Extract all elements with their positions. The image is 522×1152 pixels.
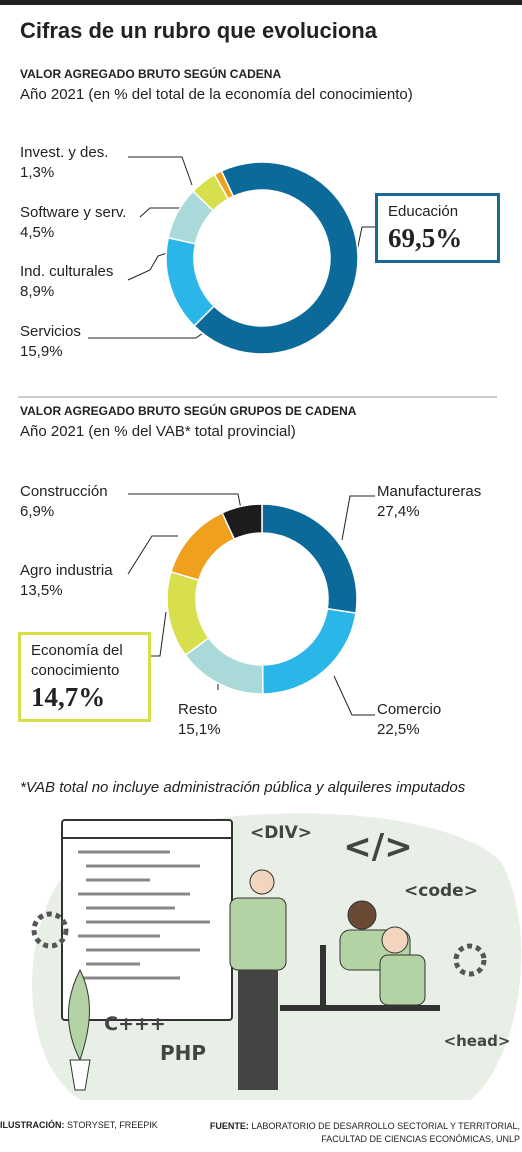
- illustration-text: <DIV>: [250, 823, 312, 843]
- leader: [88, 327, 211, 339]
- illustration-text: C+++: [104, 1013, 166, 1035]
- segment-label: Invest. y des. 1,3%: [20, 143, 108, 183]
- value-label: 15,1%: [178, 721, 221, 738]
- value-label: 6,9%: [20, 503, 55, 520]
- category-label: Economía del conocimiento: [31, 642, 123, 679]
- leader: [151, 611, 167, 657]
- illustration-text: <code>: [404, 881, 478, 901]
- segment-label: Educación 69,5%: [375, 193, 500, 263]
- segment-label: Construcción 6,9%: [20, 482, 108, 522]
- gear: [453, 943, 487, 977]
- footnote: *VAB total no incluye administración púb…: [20, 779, 466, 796]
- category-label: Comercio: [377, 701, 442, 718]
- value-label: 4,5%: [20, 224, 55, 241]
- leader: [128, 156, 193, 186]
- value-label: 13,5%: [20, 582, 63, 599]
- category-label: Software y serv.: [20, 204, 127, 221]
- illustration-text: <head>: [444, 1032, 511, 1050]
- donut-segment: [261, 607, 357, 695]
- donut-segment: [193, 161, 359, 355]
- credit: ILUSTRACIÓN: STORYSET, FREEPIK: [0, 1120, 158, 1130]
- category-label: Educación: [388, 203, 459, 220]
- chart-subtitle: Año 2021 (en % del total de la economía …: [20, 86, 413, 103]
- segment-label: Software y serv. 4,5%: [20, 203, 126, 243]
- category-label: Agro industria: [20, 562, 113, 579]
- person: [347, 900, 377, 930]
- segment-label: Ind. culturales 8,9%: [20, 262, 113, 302]
- person: [229, 897, 287, 971]
- gear: [31, 911, 69, 949]
- chart-title: VALOR AGREGADO BRUTO SEGÚN GRUPOS DE CAD…: [20, 404, 357, 418]
- plant: [69, 1059, 91, 1091]
- credit-label: ILUSTRACIÓN:: [0, 1120, 65, 1130]
- illustration-text: </>: [343, 827, 412, 867]
- illustration-text: PHP: [160, 1041, 206, 1065]
- donut-segment: [221, 503, 263, 541]
- category-label: Invest. y des.: [20, 144, 109, 161]
- category-label: Servicios: [20, 323, 81, 340]
- top-bar: [0, 0, 522, 5]
- person: [381, 926, 409, 954]
- leader: [355, 226, 375, 257]
- category-label: Ind. culturales: [20, 263, 114, 280]
- credit-text: STORYSET, FREEPIK: [67, 1120, 158, 1130]
- donut-segment: [166, 570, 210, 657]
- person: [379, 954, 426, 1006]
- leader: [139, 207, 180, 218]
- monitor: [320, 945, 326, 1005]
- illustration: <DIV> </> <code> <head> C+++ PHP: [31, 813, 522, 1100]
- donut-segment: [165, 236, 216, 328]
- category-label: Manufactureras: [377, 483, 482, 500]
- donut-segment: [213, 169, 235, 200]
- title: Cifras de un rubro que evoluciona: [20, 18, 377, 43]
- segment-label: Resto 15,1%: [178, 700, 221, 740]
- source: FUENTE: LABORATORIO DE DESARROLLO SECTOR…: [210, 1120, 520, 1146]
- donut-segment: [261, 503, 358, 614]
- segment-label: Comercio 22,5%: [377, 700, 441, 740]
- leader: [127, 535, 178, 575]
- code-lines: [78, 850, 210, 980]
- value-label: 8,9%: [20, 283, 55, 300]
- chart-subtitle: Año 2021 (en % del VAB* total provincial…: [20, 423, 296, 440]
- segment-label: Servicios 15,9%: [20, 322, 81, 362]
- value-label: 1,3%: [20, 164, 55, 181]
- segment-label: Agro industria 13,5%: [20, 561, 113, 601]
- value-label: 69,5%: [388, 223, 463, 253]
- leader: [127, 251, 171, 281]
- source-text: FACULTAD DE CIENCIAS ECONÓMICAS, UNLP: [321, 1134, 520, 1144]
- plant: [67, 968, 90, 1061]
- leader: [333, 675, 375, 716]
- source-text: LABORATORIO DE DESARROLLO SECTORIAL Y TE…: [251, 1121, 520, 1131]
- donut-segment: [170, 511, 236, 582]
- person: [249, 869, 275, 895]
- desk: [280, 1005, 440, 1011]
- chart-title: VALOR AGREGADO BRUTO SEGÚN CADENA: [20, 67, 282, 81]
- category-label: Resto: [178, 701, 218, 718]
- value-label: 27,4%: [377, 503, 420, 520]
- segment-label: Manufactureras 27,4%: [377, 482, 481, 522]
- value-label: 14,7%: [31, 682, 106, 712]
- person: [238, 970, 278, 1090]
- source-label: FUENTE:: [209, 1121, 249, 1131]
- value-label: 15,9%: [20, 343, 63, 360]
- category-label: Construcción: [20, 483, 108, 500]
- value-label: 22,5%: [377, 721, 420, 738]
- segment-label: Economía del conocimiento 14,7%: [18, 632, 151, 722]
- leader: [341, 495, 375, 541]
